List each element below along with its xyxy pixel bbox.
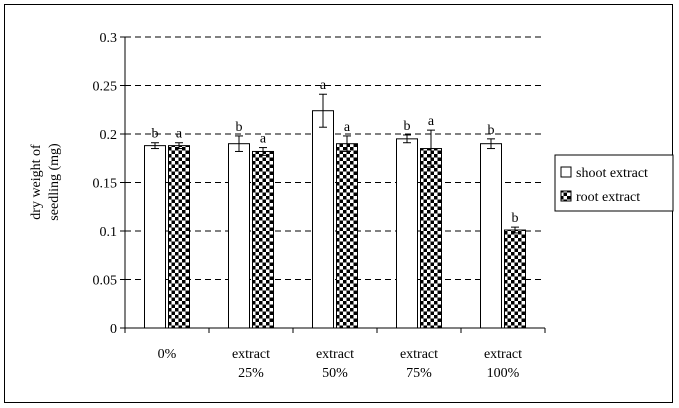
bar-root-extract <box>420 148 442 329</box>
significance-letter: a <box>344 120 351 135</box>
legend-box <box>554 154 674 212</box>
y-tick-label: 0.05 <box>93 274 118 289</box>
bar-root-extract <box>252 150 274 329</box>
significance-letter: a <box>176 127 183 142</box>
bar-shoot-extract <box>144 145 166 329</box>
bar-shoot-extract <box>480 143 502 329</box>
gridlines <box>125 36 545 280</box>
x-tick-label: 100% <box>487 366 520 381</box>
y-tick-label: 0.2 <box>100 128 118 143</box>
y-axis-label: seedling (mg) <box>47 143 62 221</box>
bar-root-extract <box>504 229 526 329</box>
significance-letter: a <box>260 132 267 147</box>
significance-letter: a <box>320 78 327 93</box>
y-tick-label: 0 <box>110 322 117 337</box>
x-tick-label: extract <box>400 347 438 362</box>
significance-letter: b <box>488 123 495 138</box>
bar-root-extract <box>336 143 358 329</box>
x-tick-label: 50% <box>322 366 348 381</box>
x-tick-label: 0% <box>158 347 177 362</box>
significance-letter: b <box>152 127 159 142</box>
labels: 0 0.05 0.1 0.15 0.2 0.25 0.3 0% b a extract 25% b a ex… <box>29 31 522 381</box>
x-tick-label: extract <box>232 347 270 362</box>
bar-root-extract <box>168 145 190 329</box>
legend-swatch <box>560 166 572 178</box>
bar-shoot-extract <box>396 138 418 329</box>
legend-label: shoot extract <box>576 166 648 181</box>
significance-letter: b <box>512 211 519 226</box>
y-axis-label: dry weight of <box>29 144 44 220</box>
legend-swatch <box>560 190 572 202</box>
y-tick-label: 0.25 <box>93 80 118 95</box>
legend: shoot extract root extract <box>554 154 674 212</box>
bar-shoot-extract <box>228 143 250 329</box>
axes <box>120 36 546 333</box>
error-bars <box>151 93 519 234</box>
bar-shoot-extract <box>312 110 334 329</box>
legend-label: root extract <box>576 190 640 205</box>
y-tick-label: 0.1 <box>100 225 118 240</box>
x-tick-label: extract <box>484 347 522 362</box>
x-tick-label: 75% <box>406 366 432 381</box>
y-tick-label: 0.15 <box>93 177 118 192</box>
y-tick-label: 0.3 <box>100 31 118 46</box>
significance-letter: b <box>236 120 243 135</box>
x-tick-label: extract <box>316 347 354 362</box>
bars <box>144 110 526 329</box>
significance-letter: b <box>404 119 411 134</box>
significance-letter: a <box>428 114 435 129</box>
x-tick-label: 25% <box>238 366 264 381</box>
